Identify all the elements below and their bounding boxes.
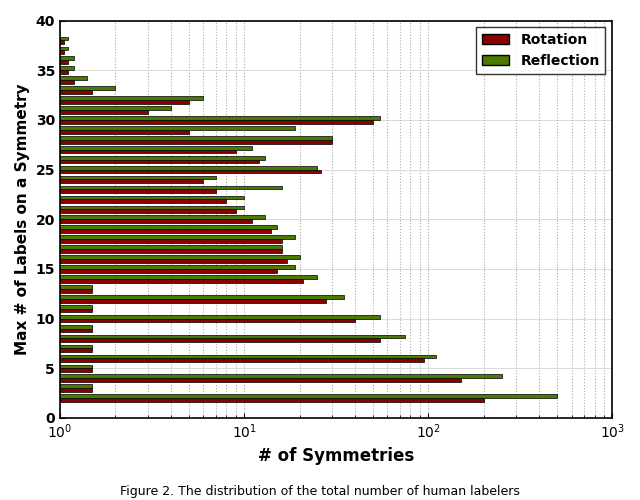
Bar — [0, 106, 171, 110]
Bar — [0, 190, 216, 193]
Bar — [0, 186, 282, 190]
Bar — [0, 236, 296, 239]
Bar — [0, 338, 380, 342]
Bar — [0, 289, 92, 292]
Bar — [0, 265, 296, 269]
Bar — [0, 140, 332, 143]
Bar — [0, 206, 244, 210]
Bar — [0, 374, 502, 378]
Bar — [0, 160, 259, 164]
Bar — [0, 156, 265, 160]
Bar — [0, 249, 282, 253]
Bar — [0, 325, 92, 328]
Bar — [0, 285, 92, 289]
Bar — [0, 354, 436, 358]
Bar — [0, 358, 424, 362]
Bar — [0, 150, 236, 154]
Bar — [0, 275, 317, 279]
Bar — [0, 76, 87, 80]
Bar — [0, 180, 204, 184]
Bar — [0, 46, 68, 50]
Bar — [0, 298, 326, 302]
Bar — [0, 210, 236, 213]
Bar — [0, 219, 252, 223]
Bar — [0, 146, 252, 150]
Bar — [0, 368, 92, 372]
Bar — [0, 90, 92, 94]
Bar — [0, 239, 282, 243]
X-axis label: # of Symmetries: # of Symmetries — [258, 447, 414, 465]
Bar — [0, 398, 484, 402]
Bar — [0, 176, 216, 180]
Bar — [0, 378, 461, 382]
Bar — [0, 60, 68, 64]
Bar — [0, 36, 68, 40]
Bar — [0, 394, 557, 398]
Text: Figure 2. The distribution of the total number of human labelers: Figure 2. The distribution of the total … — [120, 485, 520, 498]
Bar — [0, 200, 226, 203]
Bar — [0, 96, 204, 100]
Bar — [0, 344, 92, 348]
Bar — [0, 136, 332, 140]
Bar — [0, 334, 405, 338]
Bar — [0, 110, 148, 114]
Bar — [0, 315, 380, 318]
Bar — [0, 348, 92, 352]
Bar — [0, 130, 189, 134]
Bar — [0, 66, 74, 70]
Bar — [0, 216, 265, 219]
Bar — [0, 295, 344, 298]
Bar — [0, 226, 276, 229]
Bar — [0, 100, 189, 104]
Bar — [0, 305, 92, 308]
Bar — [0, 196, 244, 200]
Bar — [0, 126, 296, 130]
Bar — [0, 364, 92, 368]
Bar — [0, 170, 321, 173]
Bar — [0, 328, 92, 332]
Bar — [0, 308, 92, 312]
Bar — [0, 279, 303, 282]
Bar — [0, 388, 92, 392]
Bar — [0, 384, 92, 388]
Bar — [0, 259, 287, 263]
Bar — [0, 40, 64, 44]
Bar — [0, 116, 380, 120]
Bar — [0, 56, 74, 60]
Y-axis label: Max # of Labels on a Symmetry: Max # of Labels on a Symmetry — [15, 84, 30, 355]
Bar — [0, 120, 373, 124]
Bar — [0, 166, 317, 170]
Bar — [0, 229, 271, 233]
Bar — [0, 50, 64, 54]
Bar — [0, 318, 355, 322]
Legend: Rotation, Reflection: Rotation, Reflection — [476, 28, 605, 74]
Bar — [0, 255, 300, 259]
Bar — [0, 86, 115, 90]
Bar — [0, 246, 282, 249]
Bar — [0, 70, 68, 74]
Bar — [0, 269, 276, 272]
Bar — [0, 80, 74, 84]
